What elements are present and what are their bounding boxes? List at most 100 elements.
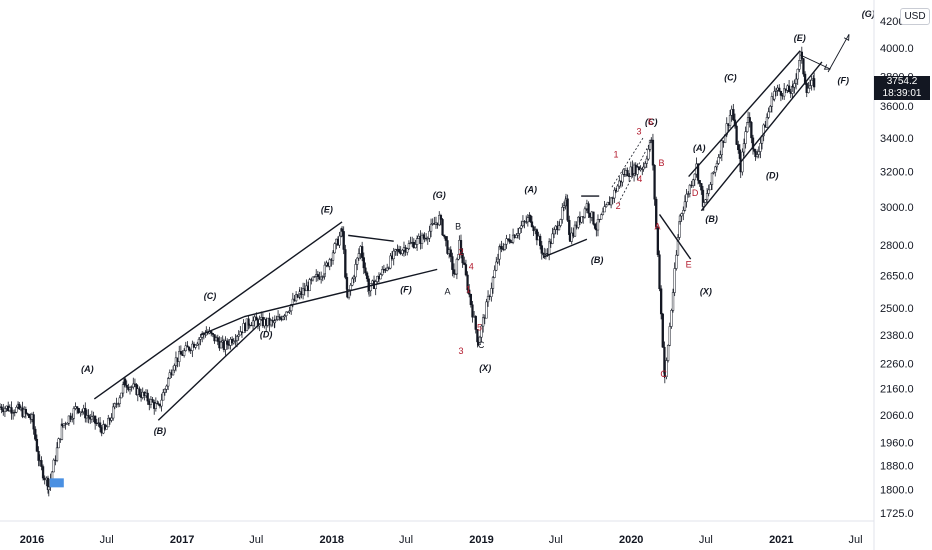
candle-body xyxy=(132,383,135,388)
candle-body xyxy=(357,253,361,259)
bar-countdown: 18:39:01 xyxy=(882,88,922,99)
candle-body xyxy=(592,211,595,225)
candle-body xyxy=(34,428,37,440)
candle-body xyxy=(69,415,72,420)
candle-body xyxy=(27,414,31,418)
wave-label: (E) xyxy=(794,33,806,43)
wave-label: (A) xyxy=(524,184,537,194)
candle-body xyxy=(178,351,181,362)
candle-body xyxy=(751,137,755,150)
candle-body xyxy=(187,346,191,351)
plot-area[interactable]: (A) (B) (C) (D) (E) (F) (G) (X) (A) (B) (C) (X) (A) (… xyxy=(0,9,875,497)
candle-body xyxy=(807,87,810,93)
subwave-label: 2 xyxy=(458,247,463,257)
candle-body xyxy=(562,205,566,208)
candle-body xyxy=(778,87,781,92)
wave-label: (C) xyxy=(645,117,658,127)
trendline[interactable] xyxy=(157,322,261,421)
candle-body xyxy=(469,293,472,306)
candle-body xyxy=(283,315,286,318)
projection-arrow[interactable] xyxy=(827,34,850,73)
candle-body xyxy=(449,249,452,257)
candle-body xyxy=(765,117,769,128)
candle-body xyxy=(618,180,621,187)
dotted-trendline[interactable] xyxy=(611,137,644,188)
candle-body xyxy=(725,123,728,136)
time-tick-label: Jul xyxy=(249,534,263,546)
price-tick-label: 3600.0 xyxy=(880,101,914,113)
wave-label: (X) xyxy=(700,287,712,297)
candle-body xyxy=(540,245,543,254)
price-axis[interactable]: 1725.0 1800.0 1880.0 1960.0 2060.0 2160.0 2260… xyxy=(880,16,914,520)
trendline[interactable] xyxy=(93,221,343,400)
candle-body xyxy=(538,235,542,246)
trendline[interactable] xyxy=(658,214,692,260)
time-axis[interactable]: 2016 Jul 2017 Jul 2018 Jul 2019 Jul 2020 Jul 2021 J… xyxy=(20,534,863,546)
candle-body xyxy=(321,276,324,278)
candle-body xyxy=(621,174,624,183)
trendline[interactable] xyxy=(200,316,245,336)
subwave-label: 5 xyxy=(648,117,653,127)
currency-label[interactable]: USD xyxy=(900,8,930,25)
time-tick-label: 2017 xyxy=(170,534,194,546)
candle-body xyxy=(455,259,459,275)
candle-body xyxy=(67,415,71,424)
trendline[interactable] xyxy=(688,50,801,178)
candle-body xyxy=(319,276,323,280)
candle-body xyxy=(732,109,735,121)
candle-body xyxy=(812,78,816,88)
candle-body xyxy=(570,232,573,242)
candle-body xyxy=(331,252,335,261)
candle-body xyxy=(557,225,561,231)
price-tick-label: 3000.0 xyxy=(880,202,914,214)
candle-body xyxy=(128,387,132,390)
candle-body xyxy=(452,269,456,275)
candle-body xyxy=(199,337,202,340)
candle-body xyxy=(779,91,783,96)
candle-body xyxy=(110,417,113,421)
candle-body xyxy=(678,215,682,222)
trendline[interactable] xyxy=(348,234,394,242)
candle-body xyxy=(503,243,507,250)
candle-body xyxy=(566,198,569,221)
subwave-label: 3 xyxy=(458,346,463,356)
candle-body xyxy=(333,243,336,254)
wave-label: (D) xyxy=(260,329,273,339)
trendline[interactable] xyxy=(243,268,438,318)
candle-body xyxy=(605,204,608,207)
candle-body xyxy=(183,350,186,356)
candle-body xyxy=(490,288,493,297)
candle-body xyxy=(273,320,276,324)
arrow-head xyxy=(823,64,831,70)
subwave-label: D xyxy=(692,188,699,198)
candle-body xyxy=(125,384,128,388)
trendline[interactable] xyxy=(700,61,823,212)
trendline[interactable] xyxy=(543,238,588,258)
flag-marker-icon[interactable] xyxy=(49,478,64,488)
candle-body xyxy=(420,234,424,244)
candle-body xyxy=(271,320,274,322)
arrow-head xyxy=(843,34,850,42)
candle-body xyxy=(347,289,351,298)
wave-label: (C) xyxy=(724,73,737,83)
candle-body xyxy=(500,246,503,250)
candle-body xyxy=(647,149,650,160)
candle-body xyxy=(651,139,655,166)
candle-body xyxy=(441,219,444,236)
candle-body xyxy=(216,337,219,342)
candle-body xyxy=(344,249,347,278)
candle-body xyxy=(123,378,127,386)
candle-body xyxy=(712,171,715,174)
candle-body xyxy=(386,267,389,271)
candle-body xyxy=(601,211,605,215)
candle-body xyxy=(251,320,255,326)
candle-body xyxy=(340,228,344,232)
candle-body xyxy=(94,415,97,424)
candle-body xyxy=(392,250,395,260)
candle-body xyxy=(491,277,495,289)
candle-body xyxy=(737,144,740,151)
dotted-trendline[interactable] xyxy=(618,139,653,204)
candle-body xyxy=(226,340,229,345)
candle-body xyxy=(364,267,367,274)
